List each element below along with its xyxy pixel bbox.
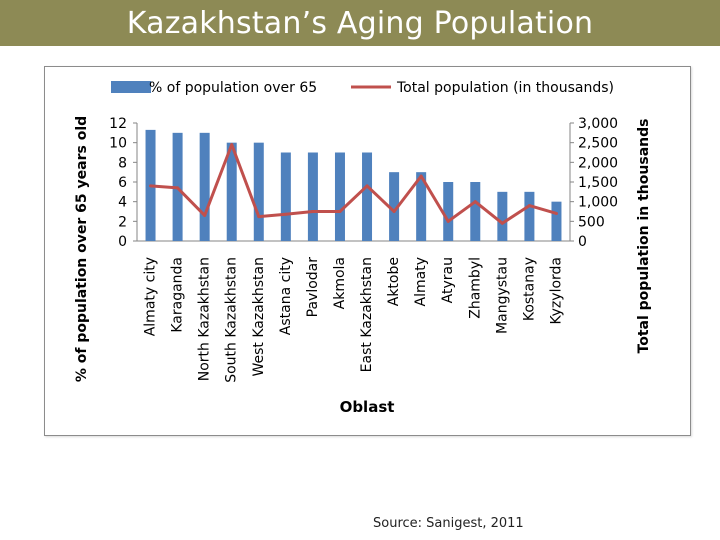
line-point-9 — [392, 210, 396, 213]
line-point-3 — [230, 143, 234, 147]
y2-tick-label: 500 — [578, 214, 605, 230]
line-point-13 — [500, 221, 504, 225]
y-tick-label: 0 — [118, 234, 127, 250]
x-tick-label: Kyzylorda — [548, 257, 564, 325]
x-tick-label: East Kazakhstan — [359, 257, 375, 372]
line-point-15 — [554, 211, 558, 215]
line-point-0 — [149, 184, 153, 188]
bar-9 — [389, 172, 400, 241]
bar-4 — [253, 142, 264, 241]
x-tick-label: Almaty — [413, 257, 429, 306]
legend-bar-swatch — [111, 81, 151, 93]
y-tick-label: 10 — [109, 136, 127, 152]
y-tick-label: 4 — [118, 195, 127, 211]
x-tick-label: Kostanay — [521, 257, 537, 321]
combo-chart: 0 2 4 6 8 10 12 0 500 1,000 1,500 2,000 2,500 3,000 Al… — [74, 80, 652, 416]
y-tick-label: 12 — [109, 116, 127, 132]
line-point-8 — [365, 184, 369, 188]
y2-tick-label: 2,500 — [578, 136, 618, 152]
x-tick-label: Aktobe — [386, 257, 402, 306]
x-tick-label: Karaganda — [170, 257, 186, 333]
source-note: Source: Sanigest, 2011 — [373, 516, 524, 531]
y-tick-label: 2 — [118, 214, 127, 230]
y2-tick-label: 0 — [578, 234, 587, 250]
bar-3 — [226, 142, 237, 241]
bar-5 — [280, 152, 291, 241]
x-tick-label: South Kazakhstan — [224, 257, 240, 383]
line-point-4 — [257, 215, 261, 219]
line-point-6 — [311, 210, 315, 213]
bar-8 — [362, 152, 373, 241]
bar-11 — [443, 182, 454, 241]
bar-2 — [199, 132, 210, 241]
x-tick-label: Astana city — [278, 257, 294, 335]
x-tick-label: Atyrau — [440, 257, 456, 303]
line-point-11 — [446, 219, 450, 223]
bar-10 — [416, 172, 427, 241]
bar-15 — [551, 201, 562, 241]
x-tick-label: West Kazakhstan — [251, 257, 267, 377]
y2-tick-label: 1,500 — [578, 175, 618, 191]
x-tick-label: Almaty city — [143, 257, 159, 336]
chart-frame: 0 2 4 6 8 10 12 0 500 1,000 1,500 2,000 2,500 3,000 Al… — [44, 66, 691, 436]
y-tick-label: 6 — [118, 175, 127, 191]
population-line — [150, 143, 557, 225]
line-point-12 — [473, 200, 477, 204]
legend-bar-label: % of population over 65 — [149, 80, 317, 96]
x-tick-label: North Kazakhstan — [197, 257, 213, 381]
x-tick-label: Pavlodar — [305, 257, 321, 318]
legend-line-label: Total population (in thousands) — [396, 80, 614, 96]
bar-6 — [307, 152, 318, 241]
y2-axis-title: Total population in thousands — [636, 119, 652, 354]
bar-12 — [470, 182, 481, 241]
slide-title: Kazakhstan’s Aging Population — [126, 5, 594, 41]
x-tick-label: Zhambyl — [467, 257, 483, 319]
bar-7 — [334, 152, 345, 241]
line-point-7 — [338, 210, 342, 213]
y2-tick-label: 3,000 — [578, 116, 618, 132]
line-point-1 — [176, 186, 180, 190]
bar-13 — [497, 191, 508, 241]
y2-tick-label: 2,000 — [578, 155, 618, 171]
x-tick-label: Mangystau — [494, 257, 510, 334]
title-bar: Kazakhstan’s Aging Population — [0, 0, 720, 46]
y-tick-label: 8 — [118, 155, 127, 171]
line-point-2 — [203, 213, 207, 217]
line-point-10 — [419, 174, 423, 178]
y2-tick-label: 1,000 — [578, 195, 618, 211]
line-point-5 — [284, 212, 288, 216]
x-tick-label: Akmola — [332, 257, 348, 309]
bar-14 — [524, 191, 535, 241]
x-axis-title: Oblast — [340, 398, 395, 416]
line-point-14 — [527, 204, 531, 208]
y-axis-title: % of population over 65 years old — [74, 116, 90, 382]
